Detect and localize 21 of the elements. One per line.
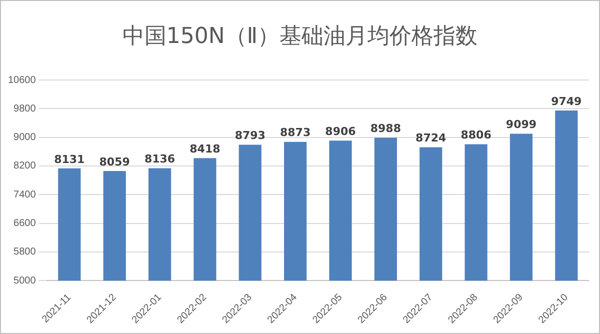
data-label: 8988 (370, 122, 401, 136)
y-tick-label: 6600 (14, 218, 36, 230)
data-label: 8873 (280, 126, 311, 140)
y-tick-label: 5800 (14, 246, 36, 258)
data-label: 8418 (190, 142, 220, 156)
chart-title: 中国150N（Ⅱ）基础油月均价格指数 (121, 23, 479, 51)
y-tick-label: 9800 (14, 103, 36, 114)
y-tick-label: 9000 (14, 132, 36, 144)
data-label: 8793 (234, 129, 266, 142)
data-label: 8131 (54, 152, 85, 166)
data-label: 8136 (144, 152, 176, 166)
y-tick-label: 7400 (14, 189, 36, 200)
data-label: 8724 (416, 132, 447, 145)
data-label: 8906 (325, 125, 356, 138)
y-tick-label: 8200 (14, 160, 36, 172)
y-tick-label: 10600 (8, 74, 36, 86)
data-label: 8806 (460, 128, 492, 142)
data-label: 9749 (551, 94, 582, 108)
data-label: 9099 (506, 118, 537, 132)
data-label: 8059 (99, 155, 130, 168)
y-tick-label: 5000 (14, 275, 36, 286)
